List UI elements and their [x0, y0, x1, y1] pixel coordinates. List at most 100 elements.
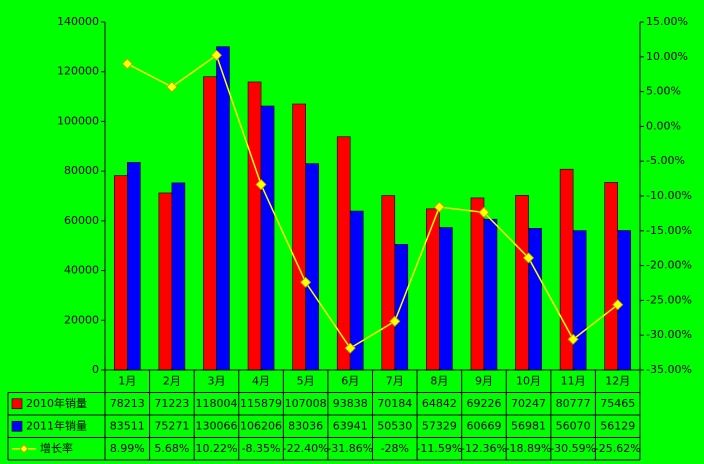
growth-marker [478, 206, 490, 218]
y2-tick-label: -10.00% [646, 189, 692, 202]
legend-swatch [11, 398, 23, 410]
growth-marker [522, 252, 535, 264]
table-value: 60669 [466, 419, 501, 432]
bar [515, 195, 529, 371]
x-tick-label: 2月 [163, 374, 181, 387]
growth-marker [344, 342, 356, 354]
x-tick-label: 12月 [605, 374, 630, 387]
y2-tick-label: -5.00% [646, 154, 685, 167]
growth-marker [433, 201, 445, 213]
bar [528, 228, 542, 371]
y2-tick-label: 5.00% [646, 85, 681, 98]
table-value: 57329 [422, 419, 457, 432]
table-value: 56070 [556, 419, 591, 432]
bar [470, 197, 485, 371]
bar [305, 163, 319, 371]
y-tick-label: 60000 [64, 214, 99, 227]
bar [247, 81, 262, 371]
growth-marker [567, 333, 579, 345]
table-value: 118004 [195, 397, 237, 410]
bar [292, 103, 306, 371]
y2-tick-label: -35.00% [646, 363, 692, 376]
table-value: 93838 [333, 397, 368, 410]
table-value: 70247 [511, 397, 546, 410]
growth-marker [612, 299, 624, 311]
growth-marker [166, 81, 178, 93]
y2-tick-label: 15.00% [646, 15, 688, 28]
y-tick-label: 100000 [57, 114, 99, 127]
bar [439, 227, 453, 371]
table-value: 107008 [285, 397, 327, 410]
table-value: 56981 [511, 419, 546, 432]
bar [572, 230, 587, 371]
y2-tick-label: 10.00% [646, 50, 688, 63]
table-value: 106206 [240, 419, 282, 432]
y-tick-label: 40000 [64, 264, 99, 277]
bar [158, 192, 173, 371]
table-value: 50530 [377, 419, 412, 432]
x-tick-label: 3月 [207, 374, 225, 387]
table-value: -12.36% [461, 442, 507, 455]
growth-line [126, 54, 619, 350]
bar [394, 244, 409, 371]
legend-label: 增长率 [40, 441, 73, 455]
y2-tick-label: -20.00% [646, 259, 692, 272]
x-tick-label: 1月 [118, 374, 136, 387]
y-tick-label: 80000 [64, 164, 99, 177]
table-value: 78213 [110, 397, 145, 410]
table-value: -22.40% [283, 442, 329, 455]
x-tick-label: 5月 [297, 374, 315, 387]
table-value: 115879 [240, 397, 282, 410]
table-value: -18.89% [506, 442, 552, 455]
y-tick-label: 0 [92, 363, 99, 376]
y-tick-label: 20000 [64, 313, 99, 326]
x-tick-label: 6月 [341, 374, 359, 387]
bar [260, 105, 275, 371]
table-value: 8.99% [110, 442, 145, 455]
bar [604, 182, 619, 371]
table-value: 64842 [422, 397, 457, 410]
bar [126, 162, 141, 371]
table-value: -11.59% [416, 442, 462, 455]
bar [113, 175, 128, 371]
y-tick-label: 120000 [57, 65, 99, 78]
table-value: 56129 [600, 419, 635, 432]
table-value: -30.59% [550, 442, 596, 455]
growth-marker [255, 178, 267, 191]
legend-marker [19, 444, 29, 454]
table-value: -31.86% [327, 442, 373, 455]
y2-tick-label: -25.00% [646, 293, 692, 306]
table-value: 83511 [110, 419, 145, 432]
bar [483, 218, 498, 371]
growth-marker [121, 58, 133, 70]
growth-marker [389, 315, 401, 327]
table-value: 63941 [333, 419, 368, 432]
table-value: -28% [381, 442, 409, 455]
y2-tick-label: 0.00% [646, 119, 681, 132]
y2-tick-label: -15.00% [646, 224, 692, 237]
table-value: 75465 [600, 397, 635, 410]
table-value: 130066 [195, 419, 237, 432]
y-tick-label: 140000 [57, 15, 99, 28]
y2-tick-label: -30.00% [646, 328, 692, 341]
table-value: 75271 [154, 419, 189, 432]
x-tick-label: 7月 [386, 374, 404, 387]
x-tick-label: 11月 [561, 374, 586, 387]
legend-swatch [11, 420, 23, 432]
bar [171, 182, 186, 371]
bar [617, 230, 632, 371]
table-value: -25.62% [595, 442, 641, 455]
table-value: 83036 [288, 419, 323, 432]
legend-label: 2011年销量 [26, 418, 87, 432]
table-value: 69226 [466, 397, 501, 410]
bar [381, 195, 396, 371]
bar [426, 208, 440, 371]
bar [203, 76, 217, 371]
table-value: 5.68% [154, 442, 189, 455]
table-value: 80777 [556, 397, 591, 410]
bar [216, 46, 230, 371]
table-value: 70184 [377, 397, 412, 410]
table-value: 71223 [154, 397, 189, 410]
x-tick-label: 10月 [516, 374, 541, 387]
